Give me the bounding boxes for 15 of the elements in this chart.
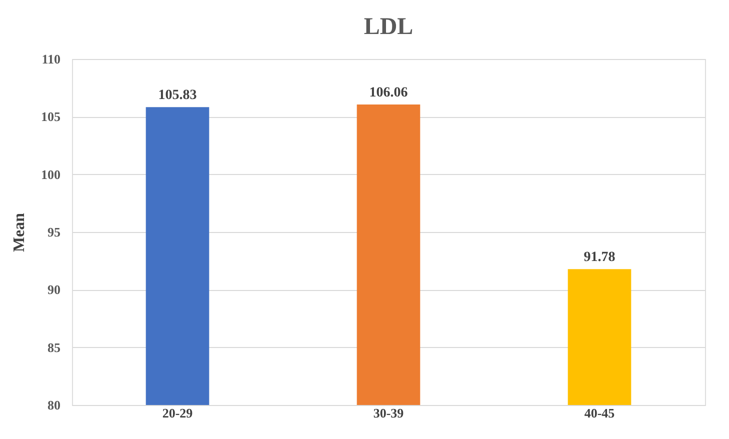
y-tick-label: 105 bbox=[41, 109, 61, 124]
y-axis-title: Mean bbox=[11, 212, 28, 252]
y-tick-label: 85 bbox=[48, 340, 61, 355]
y-tick-label: 110 bbox=[42, 52, 60, 66]
y-tick-label: 100 bbox=[41, 166, 60, 182]
y-tick-label: 90 bbox=[48, 282, 60, 298]
x-tick-label: 20-29 bbox=[162, 406, 194, 420]
chart-title: LDL bbox=[364, 14, 414, 40]
data-label: 106.06 bbox=[369, 85, 408, 100]
x-tick-label: 30-39 bbox=[373, 406, 404, 420]
y-tick-label: 80 bbox=[48, 398, 60, 412]
data-label: 91.78 bbox=[584, 250, 616, 266]
data-label: 105.83 bbox=[158, 88, 197, 104]
x-tick-label: 40-45 bbox=[584, 406, 616, 420]
y-tick-label: 95 bbox=[48, 224, 61, 240]
